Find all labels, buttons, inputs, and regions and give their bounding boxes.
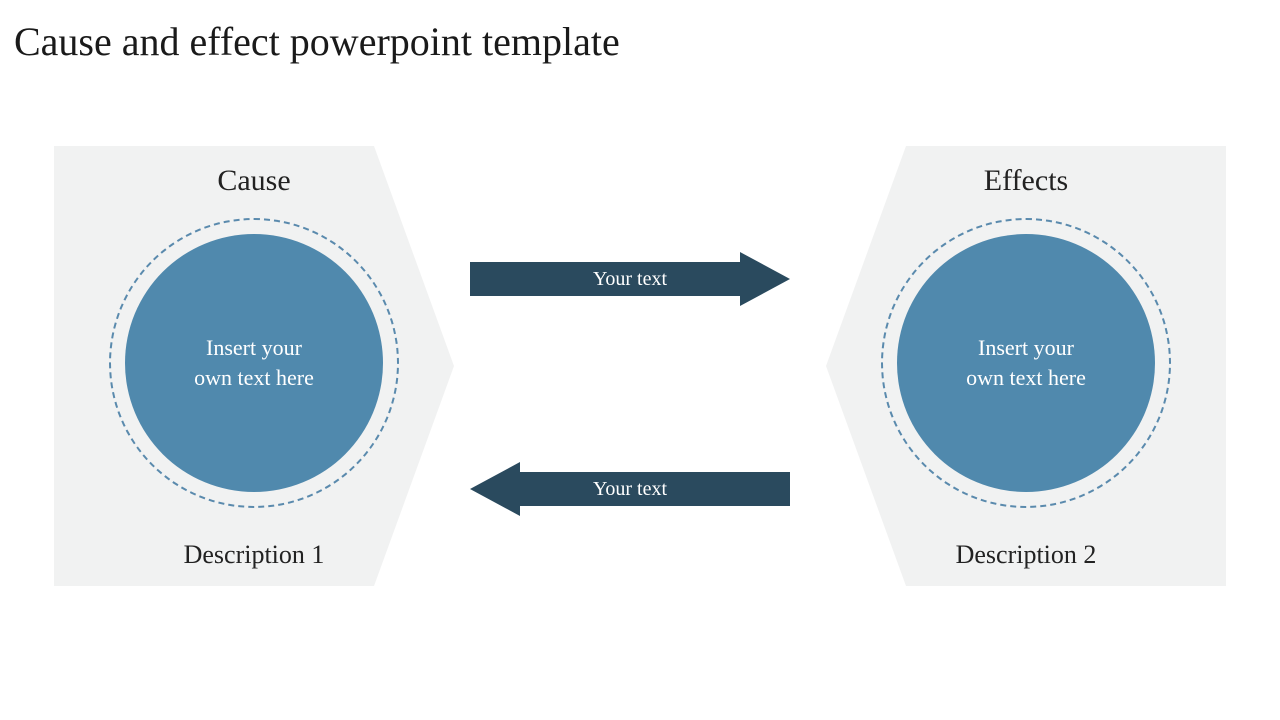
effects-panel: Effects Insert yourown text here Descrip… bbox=[826, 146, 1226, 586]
effects-circle: Insert yourown text here bbox=[881, 218, 1171, 508]
cause-circle: Insert yourown text here bbox=[109, 218, 399, 508]
slide-title: Cause and effect powerpoint template bbox=[14, 18, 620, 65]
cause-description: Description 1 bbox=[54, 540, 454, 570]
cause-circle-fill: Insert yourown text here bbox=[125, 234, 383, 492]
slide: Cause and effect powerpoint template Cau… bbox=[0, 0, 1280, 720]
cause-circle-text: Insert yourown text here bbox=[194, 333, 314, 392]
cause-panel: Cause Insert yourown text here Descripti… bbox=[54, 146, 454, 586]
effects-description: Description 2 bbox=[826, 540, 1226, 570]
arrow-top: Your text bbox=[470, 252, 790, 306]
effects-heading: Effects bbox=[826, 164, 1226, 198]
arrow-right-icon bbox=[470, 252, 790, 306]
cause-heading: Cause bbox=[54, 164, 454, 198]
arrow-left-icon bbox=[470, 462, 790, 516]
effects-circle-text: Insert yourown text here bbox=[966, 333, 1086, 392]
effects-circle-fill: Insert yourown text here bbox=[897, 234, 1155, 492]
arrow-bottom: Your text bbox=[470, 462, 790, 516]
